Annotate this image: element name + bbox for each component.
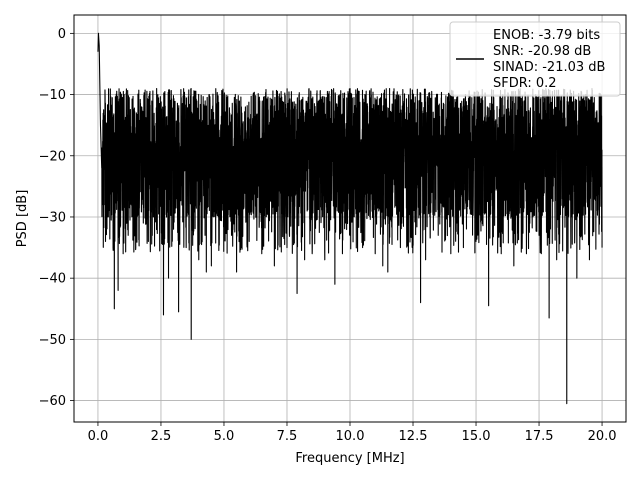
legend-entry-text: SFDR: 0.2 [493,76,557,91]
x-tick-label: 10.0 [336,429,365,444]
series-layer [97,32,603,405]
x-tick-label: 17.5 [525,429,554,444]
y-axis-label: PSD [dB] [15,190,30,248]
x-tick-label: 7.5 [277,429,298,444]
x-tick-label: 0.0 [88,429,109,444]
y-tick-label: −40 [39,272,66,287]
y-tick-label: −50 [39,333,66,348]
psd-series-line [97,32,603,405]
legend-entry-text: SNR: -20.98 dB [493,44,591,59]
x-axis-label: Frequency [MHz] [295,451,404,466]
y-tick-label: −30 [39,210,66,225]
x-tick-label: 2.5 [151,429,172,444]
y-tick-label: −10 [39,88,66,103]
x-tick-label: 20.0 [588,429,617,444]
x-tick-label: 5.0 [214,429,235,444]
tick-layer: 0.0 2.5 5.0 7.5 10.0 12.5 15.0 17.5 20.0 0 −10 −20 −… [39,27,617,444]
y-tick-label: −60 [39,394,66,409]
y-tick-label: −20 [39,149,66,164]
y-tick-label: 0 [58,27,66,42]
legend-entry-text: ENOB: -3.79 bits [493,28,600,43]
x-tick-label: 12.5 [399,429,428,444]
x-tick-label: 15.0 [462,429,491,444]
legend-box [449,21,621,97]
legend-entry-text: SINAD: -21.03 dB [493,60,605,75]
